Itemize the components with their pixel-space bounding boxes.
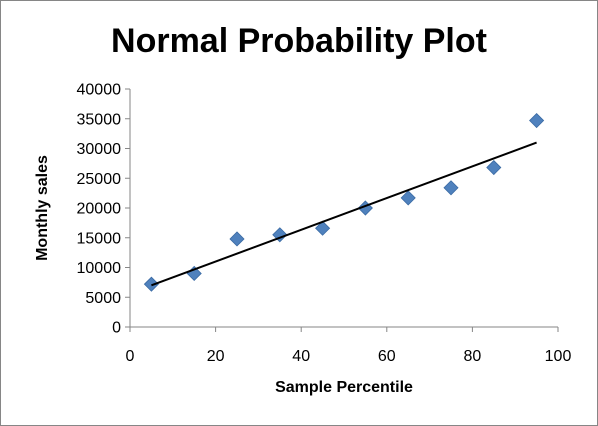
y-axis-label: Monthly sales <box>34 155 51 261</box>
y-axis-ticks: 0 5000 10000 15000 20000 25000 30000 35000 40000 <box>77 82 130 337</box>
data-point <box>400 190 416 206</box>
trendline <box>151 141 537 287</box>
y-tick-label: 35000 <box>77 111 122 128</box>
y-tick-label: 20000 <box>77 201 122 218</box>
x-tick-label: 20 <box>207 348 225 365</box>
y-tick-label: 10000 <box>77 260 122 277</box>
data-point <box>529 112 545 129</box>
x-tick-label: 100 <box>545 348 572 365</box>
data-point <box>143 276 159 292</box>
y-tick-label: 40000 <box>77 82 122 99</box>
data-point <box>315 220 331 236</box>
data-point <box>443 180 459 196</box>
y-tick-label: 30000 <box>77 141 122 158</box>
data-points <box>143 112 545 292</box>
y-tick-label: 5000 <box>85 290 121 307</box>
x-tick-label: 80 <box>464 348 482 365</box>
data-point <box>229 231 245 247</box>
data-point <box>486 159 502 176</box>
x-axis-label: Sample Percentile <box>275 379 413 396</box>
y-tick-label: 25000 <box>77 171 122 188</box>
chart-title: Normal Probability Plot <box>111 22 487 60</box>
y-tick-label: 0 <box>112 320 121 337</box>
x-tick-label: 60 <box>378 348 396 365</box>
x-axis-ticks: 0 20 40 60 80 100 <box>126 327 572 365</box>
y-tick-label: 15000 <box>77 230 122 247</box>
x-tick-label: 40 <box>292 348 310 365</box>
x-tick-label: 0 <box>126 348 135 365</box>
